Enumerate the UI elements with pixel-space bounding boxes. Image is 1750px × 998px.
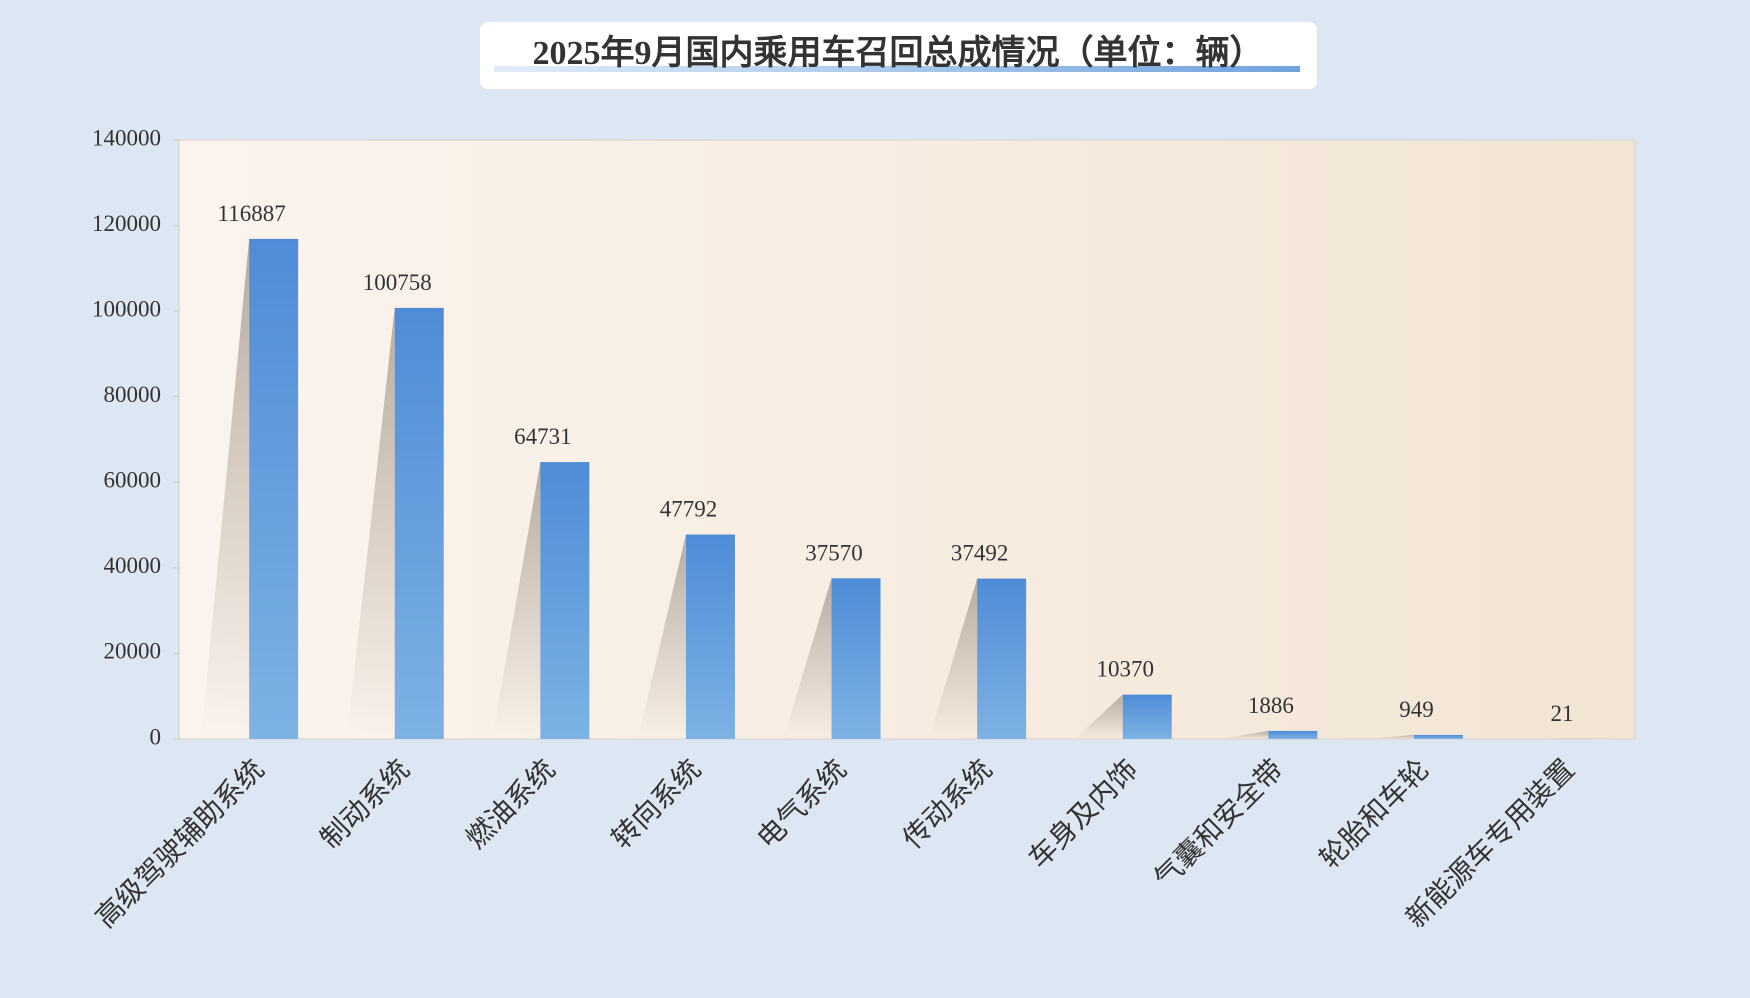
y-tick-label: 60000: [104, 468, 162, 493]
y-tick-label: 0: [150, 724, 162, 749]
bar: [832, 578, 881, 739]
x-tick-label: 传动系统: [897, 753, 999, 855]
x-tick-label: 高级驾驶辅助系统: [90, 753, 271, 934]
value-label: 10370: [1096, 657, 1154, 682]
value-label: 37570: [805, 540, 863, 565]
value-label: 37492: [951, 541, 1009, 566]
bar: [540, 462, 589, 739]
bar: [977, 579, 1026, 739]
value-label: 47792: [660, 497, 718, 522]
chart-title: 2025年9月国内乘用车召回总成情况（单位：辆）: [533, 33, 1264, 72]
y-tick-label: 140000: [92, 125, 161, 150]
value-label: 1886: [1248, 693, 1294, 718]
bar: [1414, 735, 1463, 739]
x-tick-label: 燃油系统: [460, 753, 562, 855]
x-tick-label: 制动系统: [314, 753, 416, 855]
value-label: 21: [1551, 701, 1574, 726]
y-tick-label: 40000: [104, 553, 162, 578]
x-tick-label: 气囊和安全带: [1148, 753, 1289, 894]
value-label: 100758: [363, 270, 432, 295]
x-tick-label: 转向系统: [606, 753, 708, 855]
y-tick-label: 120000: [92, 211, 161, 236]
value-label: 116887: [218, 201, 286, 226]
bar: [1123, 695, 1172, 739]
y-tick-label: 100000: [92, 296, 161, 321]
y-tick-label: 20000: [104, 639, 162, 664]
y-tick-label: 80000: [104, 382, 162, 407]
value-label: 949: [1399, 697, 1434, 722]
bar: [395, 308, 444, 739]
bar: [686, 535, 735, 739]
bar: [249, 239, 298, 739]
x-tick-label: 车身及内饰: [1023, 753, 1145, 875]
x-tick-label: 电气系统: [751, 753, 853, 855]
x-tick-label: 轮胎和车轮: [1314, 753, 1436, 875]
value-label: 64731: [514, 424, 572, 449]
bar: [1268, 731, 1317, 739]
